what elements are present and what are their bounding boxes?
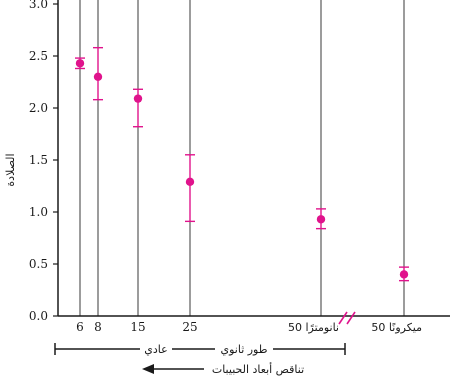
y-tick-label: 1.0 [29, 205, 48, 219]
y-tick-label: 2.0 [29, 101, 48, 115]
y-tick-label: 1.5 [29, 153, 48, 167]
region-label-normal: عادي [144, 343, 167, 356]
region-label-secondary-phase: طور ثانوي [220, 343, 267, 356]
data-point [399, 270, 409, 279]
data-point [133, 94, 143, 103]
y-tick-label: 0.0 [29, 309, 48, 323]
y-tick-label: 0.5 [29, 257, 48, 271]
y-ticks: 0.0 0.5 1.0 1.5 2.0 2.5 3.0 [29, 0, 58, 323]
data-point [185, 177, 195, 187]
x-ticks: 6 8 15 25 50 نانومترًا 50 ميكرونًا [76, 320, 422, 334]
x-tick-label: 8 [94, 320, 102, 334]
error-bars [75, 46, 409, 282]
axes [57, 0, 450, 317]
y-tick-label: 2.5 [29, 49, 48, 63]
y-tick-label: 3.0 [29, 0, 48, 11]
data-point [75, 59, 85, 68]
x-tick-label: 6 [76, 320, 84, 334]
vertical-gridlines [79, 0, 405, 316]
axis-break-icon [338, 311, 356, 325]
left-arrow-icon [142, 364, 204, 374]
y-axis-label: الصلادة [4, 153, 17, 186]
data-point [316, 215, 326, 224]
x-tick-label: 50 ميكرونًا [371, 321, 422, 334]
direction-label: تناقص أبعاد الحبيبات [212, 362, 304, 376]
region-bracket [54, 343, 346, 355]
data-point [93, 72, 103, 82]
x-tick-label: 50 نانومترًا [288, 321, 339, 334]
x-tick-label: 15 [130, 320, 145, 334]
data-points [75, 59, 409, 279]
x-tick-label: 25 [182, 320, 197, 334]
